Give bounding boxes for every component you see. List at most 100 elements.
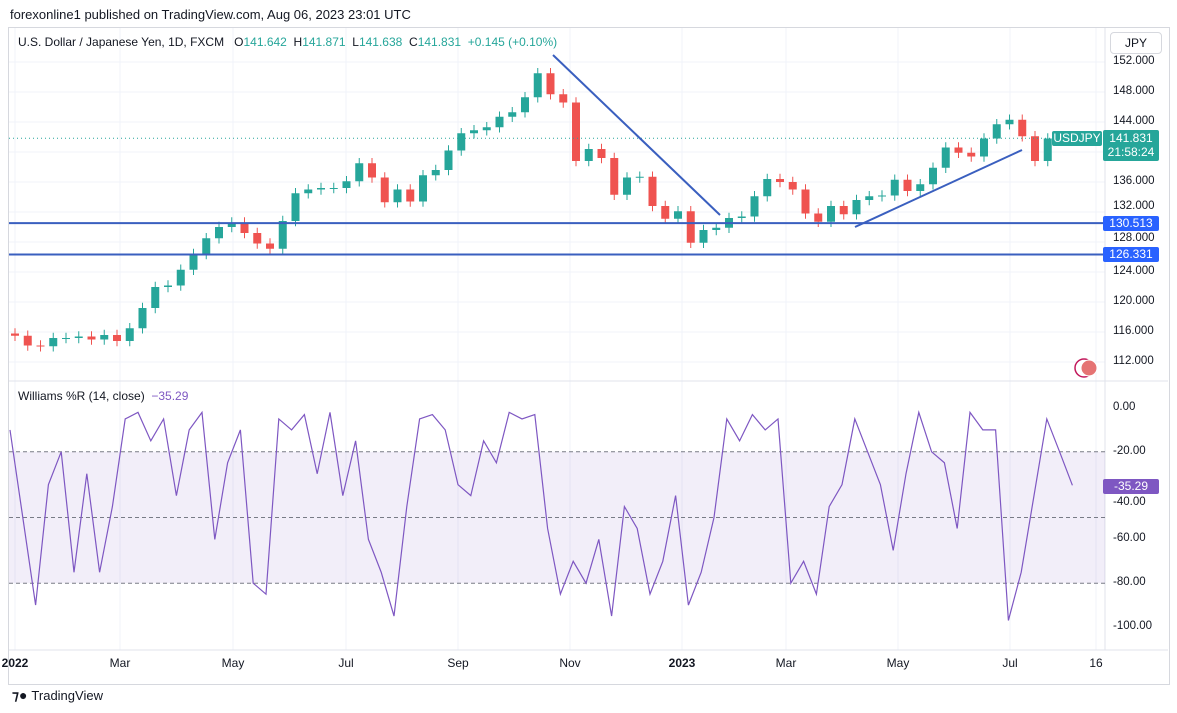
candle-body	[712, 227, 721, 230]
candle-body	[23, 335, 32, 346]
williams-legend: Williams %R (14, close) −35.29	[18, 389, 188, 403]
candle-body	[903, 179, 912, 191]
williams-tick: 0.00	[1113, 401, 1136, 413]
currency-button[interactable]: JPY	[1110, 32, 1162, 54]
candle-body	[317, 188, 325, 190]
price-tick: 124.000	[1113, 265, 1155, 277]
candle-body	[546, 73, 555, 95]
candle-body	[1005, 119, 1014, 125]
time-tick: 2022	[1, 656, 29, 670]
candle-body	[457, 133, 466, 151]
chart-frame	[8, 27, 1170, 685]
candle-body	[788, 182, 797, 190]
candle-body	[954, 147, 963, 153]
candle-body	[151, 287, 160, 308]
candle-body	[87, 336, 96, 340]
candle-body	[431, 170, 440, 176]
williams-title: Williams %R (14, close)	[18, 389, 145, 403]
price-tick: 120.000	[1113, 295, 1155, 307]
williams-tick: -60.00	[1113, 532, 1146, 545]
bar-countdown: 21:58:24	[1107, 145, 1155, 159]
change-value: +0.145 (+0.10%)	[467, 35, 558, 49]
candle-body	[584, 149, 593, 161]
candle-body	[1031, 136, 1039, 161]
candle-body	[827, 206, 835, 222]
downtrend-line	[552, 54, 721, 216]
candle-body	[839, 206, 848, 215]
candle-body	[329, 188, 338, 189]
candle-body	[508, 112, 517, 117]
candle-body	[138, 308, 147, 329]
candle-body	[49, 338, 58, 347]
candle-body	[750, 196, 759, 217]
brand-name: TradingView	[31, 688, 103, 703]
williams-value-label: -35.29	[1103, 479, 1159, 494]
price-tick: 144.000	[1113, 115, 1155, 127]
williams-tick: -80.00	[1113, 576, 1146, 589]
candle-body	[559, 94, 568, 103]
candle-body	[368, 163, 376, 178]
candle-body	[227, 222, 236, 227]
time-tick: 2023	[668, 656, 696, 670]
candle-body	[11, 333, 19, 336]
low-label: L	[352, 35, 359, 49]
williams-tick: -100.00	[1113, 620, 1153, 632]
time-tick: May	[221, 656, 245, 670]
candle-body	[278, 221, 287, 249]
price-tick: 136.000	[1113, 175, 1155, 187]
symbol-title: U.S. Dollar / Japanese Yen, 1D, FXCM	[18, 35, 225, 49]
candle-body	[189, 254, 198, 270]
uptrend-line	[854, 149, 1023, 228]
price-tick: 112.000	[1113, 355, 1154, 367]
candle-body	[113, 335, 121, 341]
candle-body	[304, 189, 313, 194]
candle-body	[1043, 138, 1052, 161]
candle-body	[890, 179, 899, 196]
candle-body	[291, 193, 300, 221]
candle-body	[865, 196, 874, 200]
close-value: 141.831	[417, 35, 462, 49]
candle-body	[266, 243, 274, 249]
candle-body	[240, 222, 249, 233]
symbol-price-tag: USDJPY	[1052, 131, 1102, 146]
williams-line	[9, 410, 1073, 621]
open-label: O	[234, 35, 244, 49]
open-value: 141.642	[243, 35, 287, 49]
publisher-caption: forexonline1 published on TradingView.co…	[10, 7, 411, 22]
candle-body	[980, 138, 988, 157]
low-value: 141.638	[358, 35, 403, 49]
candle-body	[674, 211, 682, 219]
candle-body	[406, 189, 415, 202]
candle-body	[776, 179, 784, 182]
candle-body	[878, 195, 886, 197]
time-tick: 16	[1089, 656, 1103, 670]
candle-body	[967, 152, 976, 157]
candle-body	[215, 227, 223, 239]
candle-body	[125, 328, 134, 341]
candle-body	[342, 181, 351, 188]
price-tick: 132.000	[1113, 200, 1155, 212]
candle-body	[686, 211, 695, 243]
candle-body	[763, 179, 772, 197]
candle-body	[814, 213, 823, 222]
candle-body	[916, 184, 925, 191]
price-tick: 148.000	[1113, 85, 1155, 97]
time-tick: Jul	[338, 656, 354, 670]
candle-body	[521, 97, 529, 113]
high-value: 141.871	[302, 35, 346, 49]
candle-body	[623, 177, 631, 195]
tradingview-logo-icon: ⁊●	[12, 687, 28, 703]
last-price-label: 141.831 21:58:24	[1103, 130, 1159, 161]
time-tick: Jul	[1002, 656, 1018, 670]
candle-body	[176, 269, 185, 286]
candle-body	[380, 177, 389, 203]
candle-body	[74, 336, 83, 338]
candle-body	[202, 238, 211, 254]
tradingview-logo[interactable]: ⁊● TradingView	[12, 687, 103, 704]
high-label: H	[293, 35, 303, 49]
candle-body	[635, 176, 644, 178]
williams-tick: -40.00	[1113, 495, 1146, 508]
candle-body	[801, 189, 810, 214]
candle-body	[852, 200, 861, 215]
